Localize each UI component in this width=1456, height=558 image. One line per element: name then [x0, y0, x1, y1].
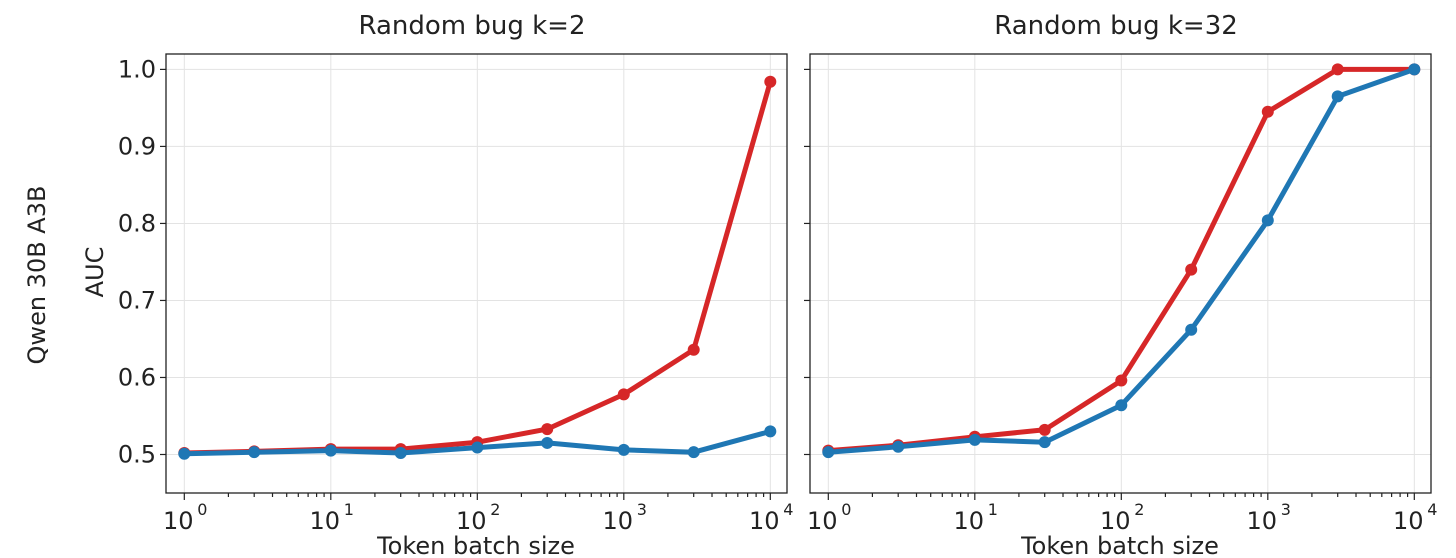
panel-k32-plot: 10 0 10 1 10 2 10 3 10 4	[804, 53, 1437, 535]
xtick-exponent: 0	[841, 500, 851, 519]
ytick-label: 0.5	[118, 440, 156, 468]
panel-k32-title: Random bug k=32	[994, 11, 1238, 41]
ytick-label: 0.9	[118, 132, 156, 160]
xtick-exponent: 2	[490, 500, 500, 519]
xtick-label: 10	[807, 507, 838, 535]
data-point	[1185, 323, 1198, 336]
data-point	[1331, 63, 1344, 76]
data-point	[764, 75, 777, 88]
ytick-label: 1.0	[118, 55, 156, 83]
data-point	[394, 446, 407, 459]
data-point	[687, 343, 700, 356]
ytick-label: 0.7	[118, 286, 156, 314]
xtick-label: 10	[310, 507, 341, 535]
ytick-label: 0.6	[118, 363, 156, 391]
data-point	[617, 388, 630, 401]
data-point	[541, 423, 554, 436]
data-point	[1038, 436, 1051, 449]
data-point	[1115, 374, 1128, 387]
data-point	[1331, 90, 1344, 103]
data-point	[764, 425, 777, 438]
xtick-exponent: 4	[1427, 500, 1437, 519]
panel-k32-xlabel: Token batch size	[1020, 532, 1219, 558]
data-point	[324, 444, 337, 457]
xtick-label: 10	[954, 507, 985, 535]
row-label: Qwen 30B A3B	[23, 186, 51, 365]
xtick-exponent: 4	[783, 500, 793, 519]
xtick-label: 10	[1247, 507, 1278, 535]
data-point	[892, 440, 905, 453]
data-point	[617, 443, 630, 456]
data-point	[248, 446, 261, 459]
xtick-exponent: 1	[988, 500, 998, 519]
xtick-label: 10	[163, 507, 194, 535]
xtick-exponent: 1	[344, 500, 354, 519]
xtick-exponent: 3	[1281, 500, 1291, 519]
xtick-label: 10	[456, 507, 487, 535]
data-point	[178, 447, 191, 460]
panel-k32: Random bug k=32 Token batch size 10 0 10 1 1…	[804, 11, 1437, 558]
panel-k2-xlabel: Token batch size	[376, 532, 575, 558]
xtick-exponent: 0	[197, 500, 207, 519]
data-point	[541, 436, 554, 449]
axes-frame	[165, 53, 788, 494]
xtick-label: 10	[1100, 507, 1131, 535]
data-point	[687, 446, 700, 459]
panel-k2: Random bug k=2 AUC Token batch size 0.5 0…	[81, 11, 793, 558]
data-point	[1261, 214, 1274, 227]
data-point	[1115, 399, 1128, 412]
ytick-label: 0.8	[118, 209, 156, 237]
xtick-label: 10	[749, 507, 780, 535]
xtick-exponent: 2	[1134, 500, 1144, 519]
xtick-label: 10	[603, 507, 634, 535]
data-point	[1408, 63, 1421, 76]
axes-frame	[809, 53, 1432, 494]
data-point	[471, 441, 484, 454]
data-point	[1261, 105, 1274, 118]
data-point	[1185, 263, 1198, 276]
data-point	[1038, 423, 1051, 436]
panel-k2-plot: 0.50.60.70.80.91.010 0 10 1 10 2 10 3 10 4	[118, 53, 793, 535]
data-point	[968, 433, 981, 446]
xtick-exponent: 3	[637, 500, 647, 519]
data-point	[822, 446, 835, 459]
panel-k2-ylabel: AUC	[81, 247, 109, 298]
xtick-label: 10	[1393, 507, 1424, 535]
panel-k2-title: Random bug k=2	[358, 11, 585, 41]
